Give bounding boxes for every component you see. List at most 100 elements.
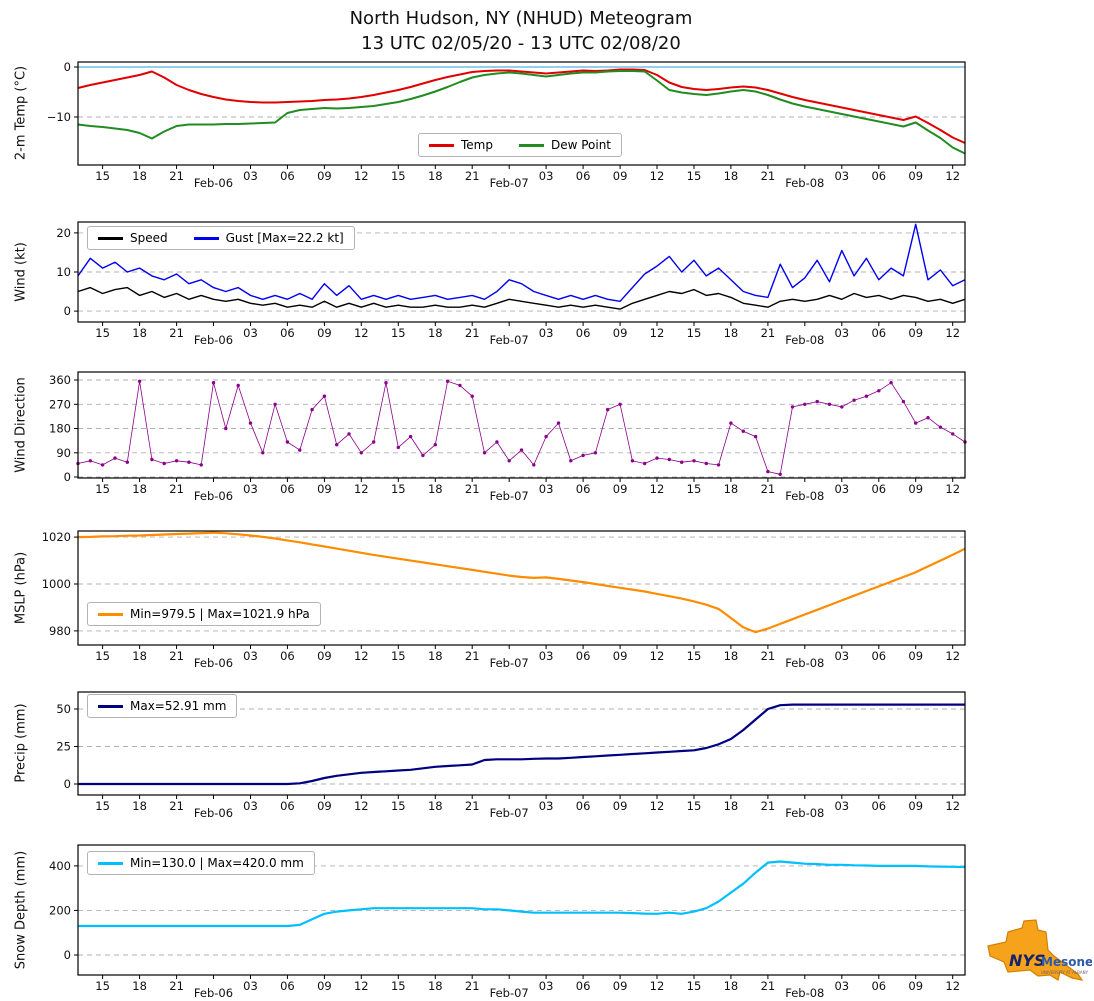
page-subtitle: 13 UTC 02/05/20 - 13 UTC 02/08/20 (361, 33, 681, 54)
data-point (569, 459, 573, 463)
x-tick-label: 15 (687, 169, 702, 183)
x-tick-label: 15 (687, 649, 702, 663)
x-tick-label: 21 (465, 649, 480, 663)
x-tick-label: 06 (576, 649, 591, 663)
x-tick-label: 12 (354, 649, 369, 663)
data-point (544, 434, 548, 439)
x-tick-label: Feb-07 (490, 176, 529, 190)
y-tick-label: 0 (64, 948, 71, 962)
data-point (408, 434, 413, 439)
x-tick-label: 21 (761, 326, 776, 340)
x-tick-label: 18 (132, 169, 147, 183)
x-tick-label: 03 (539, 649, 554, 663)
x-tick-label: 21 (169, 979, 184, 993)
x-tick-label: 21 (761, 979, 776, 993)
x-tick-label: 06 (576, 169, 591, 183)
x-tick-label: 09 (317, 979, 332, 993)
data-point (901, 399, 906, 404)
data-point (741, 429, 745, 433)
x-tick-label: 09 (908, 799, 923, 813)
x-tick-label: 21 (465, 979, 480, 993)
data-point (384, 381, 388, 385)
x-tick-label: 03 (834, 326, 849, 340)
x-tick-label: Feb-07 (490, 656, 529, 670)
data-point (335, 443, 339, 447)
data-point (716, 463, 721, 467)
logo-nys-text: NYS (1009, 951, 1046, 970)
x-tick-label: 15 (95, 169, 110, 183)
mslp-legend-label: Min=979.5 | Max=1021.9 hPa (130, 607, 310, 621)
x-tick-label: 06 (280, 482, 295, 496)
data-point (224, 426, 228, 431)
data-point (421, 453, 425, 458)
y-tick-label: 0 (64, 304, 71, 318)
x-tick-label: 15 (95, 326, 110, 340)
series-precip (78, 703, 965, 786)
x-tick-label: 09 (613, 169, 628, 183)
x-tick-label: 18 (724, 799, 739, 813)
x-tick-label: 15 (95, 979, 110, 993)
temp-legend-label: Temp (460, 138, 493, 152)
y-tick-label: 980 (49, 624, 71, 638)
precip-legend: Max=52.91 mm (87, 694, 238, 718)
data-point (310, 407, 314, 412)
x-tick-label: 15 (687, 326, 702, 340)
x-tick-label: 18 (428, 799, 443, 813)
x-tick-label: 09 (317, 649, 332, 663)
x-tick-label: 09 (908, 979, 923, 993)
data-point (470, 394, 474, 398)
x-tick-label: 12 (650, 482, 665, 496)
x-tick-label: 12 (354, 482, 369, 496)
x-tick-label: 18 (724, 649, 739, 663)
x-tick-label: 03 (834, 482, 849, 496)
series-snow-depth (78, 860, 966, 928)
x-tick-label: 03 (243, 169, 258, 183)
temp-legend: Temp Dew Point (417, 133, 623, 157)
data-point (150, 457, 154, 462)
x-tick-label: 21 (169, 326, 184, 340)
x-tick-label: 12 (945, 326, 960, 340)
x-tick-label: 21 (169, 799, 184, 813)
y-tick-label: 360 (49, 373, 71, 387)
page-title: North Hudson, NY (NHUD) Meteogram (349, 8, 693, 29)
data-point (445, 379, 450, 383)
x-tick-label: 15 (687, 979, 702, 993)
data-point (285, 440, 290, 444)
data-point (803, 402, 807, 406)
x-tick-label: 09 (317, 799, 332, 813)
x-tick-label: 06 (280, 326, 295, 340)
x-tick-label: 06 (280, 649, 295, 663)
x-tick-label: Feb-06 (194, 806, 233, 820)
x-tick-label: 18 (132, 799, 147, 813)
data-point (273, 402, 277, 406)
data-point (926, 416, 930, 420)
x-tick-label: 12 (650, 799, 665, 813)
x-tick-label: 06 (280, 799, 295, 813)
data-point (482, 451, 487, 455)
x-tick-label: 03 (539, 169, 554, 183)
data-point (889, 381, 893, 385)
x-tick-label: 09 (908, 649, 923, 663)
data-point (248, 421, 253, 425)
logo-tagline-text: UNIVERSITY AT ALBANY (1041, 970, 1089, 975)
ylabel-wind: Wind (kt) (13, 242, 29, 302)
dewpoint-legend-label: Dew Point (550, 138, 612, 152)
x-tick-label: 15 (391, 169, 406, 183)
x-tick-label: 09 (613, 799, 628, 813)
x-tick-label: 06 (576, 979, 591, 993)
data-point (236, 383, 240, 388)
x-tick-label: 12 (945, 169, 960, 183)
x-tick-label: 15 (391, 649, 406, 663)
x-tick-label: 09 (908, 169, 923, 183)
plot-frame (77, 371, 966, 479)
y-tick-label: 20 (56, 226, 71, 240)
data-point (766, 469, 770, 474)
x-tick-label: 21 (761, 799, 776, 813)
data-point (556, 421, 561, 425)
data-point (458, 383, 462, 388)
x-tick-label: 18 (724, 482, 739, 496)
ylabel-snowdepth: Snow Depth (mm) (13, 850, 29, 970)
x-tick-label: 18 (724, 326, 739, 340)
mslp-legend: Min=979.5 | Max=1021.9 hPa (87, 602, 321, 626)
data-point (951, 432, 955, 436)
